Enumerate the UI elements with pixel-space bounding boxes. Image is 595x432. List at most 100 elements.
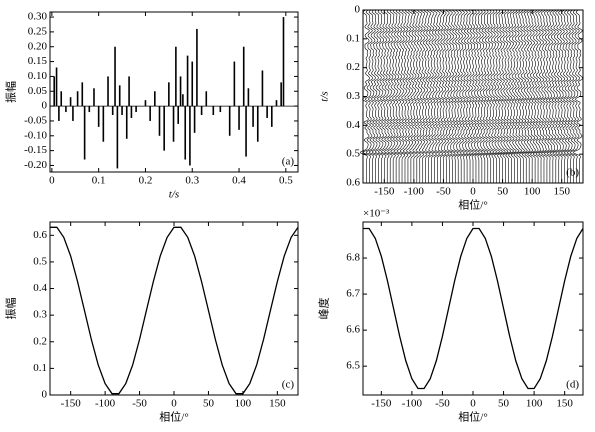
stem <box>107 76 109 107</box>
trace <box>377 9 388 183</box>
x-tick-label: -150 <box>371 398 392 410</box>
trace <box>546 9 557 183</box>
trace <box>535 9 545 183</box>
x-tick-label: -150 <box>61 398 82 410</box>
stem <box>81 82 84 107</box>
x-axis-label: 相位/° <box>458 410 487 424</box>
x-tick-label: 0.2 <box>139 175 153 187</box>
y-tick-label: 6.6 <box>346 324 360 336</box>
trace <box>437 9 447 183</box>
trace <box>558 9 569 183</box>
stem <box>130 106 133 118</box>
stem <box>118 85 121 107</box>
y-tick-label: 0.5 <box>346 148 360 160</box>
trace <box>460 9 471 183</box>
trace <box>384 9 394 183</box>
trace <box>412 9 421 183</box>
trace <box>418 9 428 183</box>
trace <box>396 9 406 183</box>
trace <box>359 9 370 183</box>
trace <box>549 9 560 183</box>
stem <box>193 106 196 133</box>
plot-frame <box>362 221 584 396</box>
trace <box>487 9 498 183</box>
trace <box>481 9 492 183</box>
trace <box>428 9 437 183</box>
trace <box>516 9 525 183</box>
y-tick-label: 0.30 <box>28 11 48 23</box>
trace <box>454 9 465 183</box>
stem <box>144 100 147 107</box>
y-tick-label: 0.05 <box>28 85 48 97</box>
panel-label: (a) <box>282 156 295 168</box>
panel-label: (c) <box>282 379 295 391</box>
trace <box>390 9 400 183</box>
stem <box>111 106 114 116</box>
x-tick-label: 0 <box>470 186 476 198</box>
trace <box>362 9 373 183</box>
stem <box>184 106 187 160</box>
stem <box>125 106 128 139</box>
x-axis-label: 相位/° <box>159 410 188 424</box>
trace <box>387 9 397 183</box>
stem <box>53 76 56 107</box>
trace <box>478 9 489 183</box>
x-tick-label: 0.1 <box>92 175 106 187</box>
trace <box>555 9 566 183</box>
x-tick-label: 150 <box>269 398 286 410</box>
trace <box>425 9 434 183</box>
x-tick-label: 0.4 <box>232 175 246 187</box>
stem <box>175 46 177 107</box>
y-tick-label: 6.7 <box>346 288 360 300</box>
stem <box>196 28 198 107</box>
x-tick-label: 100 <box>524 186 541 198</box>
trace <box>466 9 477 183</box>
stem <box>247 88 250 107</box>
stem <box>200 106 203 116</box>
panel-label: (d) <box>566 379 579 391</box>
trace <box>431 9 440 183</box>
x-tick-label: 150 <box>553 186 570 198</box>
y-tick-label: 0 <box>355 4 361 16</box>
trace <box>371 9 382 183</box>
trace <box>572 9 583 183</box>
stem <box>242 46 245 107</box>
trace <box>513 9 523 183</box>
trace <box>532 9 542 183</box>
stem <box>65 106 67 113</box>
stem <box>128 76 130 107</box>
y-tick-label: 0.20 <box>28 40 48 52</box>
stem <box>252 106 254 127</box>
y-tick-label: 0.10 <box>28 70 48 82</box>
stem <box>189 106 191 166</box>
x-tick-label: 100 <box>526 398 543 410</box>
stem <box>280 82 282 107</box>
trace <box>365 9 376 183</box>
y-tick-label: -0.15 <box>24 144 47 156</box>
trace <box>469 9 480 183</box>
stem <box>116 106 119 169</box>
y-tick-label: 6.5 <box>346 360 360 372</box>
y-axis-label: t/s <box>319 91 331 101</box>
trace <box>443 9 453 183</box>
trace <box>406 9 415 183</box>
trace <box>381 9 391 183</box>
trace <box>484 9 495 183</box>
stem <box>60 91 63 107</box>
stem <box>182 94 184 107</box>
y-axis-label: 振幅 <box>4 81 18 103</box>
y-tick-label: 0.5 <box>33 255 47 267</box>
x-tick-label: -150 <box>374 186 395 198</box>
x-tick-label: 0 <box>49 175 55 187</box>
stem <box>93 88 95 107</box>
trace <box>472 9 483 183</box>
trace <box>530 9 539 183</box>
trace <box>552 9 563 183</box>
y-tick-label: 0.6 <box>346 177 360 189</box>
curve <box>50 226 299 395</box>
trace <box>521 9 531 183</box>
trace <box>409 9 418 183</box>
y-tick-label: -0.20 <box>24 159 47 171</box>
x-tick-label: 50 <box>497 186 509 198</box>
y-tick-label: 0.25 <box>28 25 48 37</box>
